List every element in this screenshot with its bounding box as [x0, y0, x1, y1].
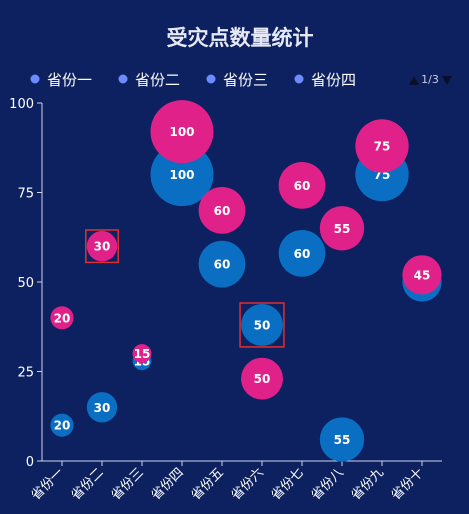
x-tick-label: 省份六 — [229, 465, 267, 503]
bubble-label: 100 — [169, 125, 194, 139]
bubble[interactable] — [319, 417, 365, 462]
bubble[interactable] — [198, 187, 246, 234]
bubble-label: 60 — [294, 179, 311, 193]
bubble-label: 15 — [134, 347, 151, 361]
bubble-label: 20 — [54, 311, 71, 325]
legend-label-2[interactable]: 省份二 — [135, 71, 180, 89]
x-tick-label: 省份四 — [149, 465, 187, 503]
legend-pager: 1/3 — [409, 73, 452, 86]
bubble-label: 75 — [374, 139, 391, 153]
bubble-label: 30 — [94, 240, 111, 254]
y-tick-label: 50 — [17, 276, 34, 291]
y-tick-label: 0 — [26, 455, 34, 470]
legend-marker-1[interactable] — [30, 74, 40, 84]
x-tick-label: 省份七 — [269, 465, 307, 503]
bubble[interactable] — [86, 392, 118, 423]
bubble[interactable] — [402, 255, 442, 295]
bubble[interactable] — [50, 306, 74, 330]
x-tick-label: 省份一 — [29, 465, 67, 503]
chart-title: 受灾点数量统计 — [167, 26, 314, 50]
x-tick-label: 省份十 — [389, 465, 427, 503]
bubble[interactable] — [132, 344, 152, 364]
bubble[interactable] — [198, 240, 246, 288]
y-tick-label: 25 — [17, 366, 34, 381]
bubble-label: 100 — [169, 168, 194, 182]
x-tick-label: 省份二 — [69, 465, 107, 503]
bubble-label: 60 — [214, 204, 231, 218]
bubble-label: 50 — [254, 372, 271, 386]
bubble[interactable] — [150, 100, 214, 164]
bubble[interactable] — [319, 206, 365, 251]
y-tick-label: 75 — [17, 187, 34, 202]
bubble-highlight-box — [239, 302, 285, 348]
bubble-label: 55 — [334, 433, 351, 447]
legend-marker-3[interactable] — [206, 74, 216, 84]
bubble-label: 60 — [294, 247, 311, 261]
legend-label-1[interactable]: 省份一 — [47, 71, 92, 89]
bubble[interactable] — [241, 357, 283, 400]
bubble-label: 30 — [94, 401, 111, 415]
legend: 省份一 省份二 省份三 省份四 — [30, 71, 356, 89]
y-tick-label: 100 — [9, 97, 34, 112]
legend-label-4[interactable]: 省份四 — [311, 71, 356, 89]
bubble[interactable] — [86, 230, 118, 262]
x-tick-label: 省份三 — [109, 465, 147, 503]
bubble-highlight-box — [85, 229, 119, 264]
legend-next-icon[interactable] — [442, 76, 452, 85]
bubble[interactable] — [50, 413, 74, 437]
x-tick-label: 省份八 — [309, 465, 347, 503]
legend-marker-2[interactable] — [118, 74, 128, 84]
legend-page-text: 1/3 — [421, 73, 439, 86]
legend-label-3[interactable]: 省份三 — [223, 71, 268, 89]
bubble[interactable] — [278, 229, 326, 277]
bubble-label: 60 — [214, 258, 231, 272]
legend-prev-icon[interactable] — [409, 76, 419, 85]
bubble-label: 55 — [334, 222, 351, 236]
bubble[interactable] — [278, 161, 326, 209]
bubble-label: 20 — [54, 419, 71, 433]
x-tick-label: 省份九 — [349, 465, 387, 503]
bubbles: 2030151006050605575452030151006050605575… — [50, 100, 442, 462]
bubble-label: 45 — [414, 268, 431, 282]
bubble-label: 50 — [254, 318, 271, 332]
x-tick-label: 省份五 — [189, 465, 227, 503]
legend-marker-4[interactable] — [294, 74, 304, 84]
bubble[interactable] — [241, 304, 283, 346]
bubble[interactable] — [355, 119, 409, 173]
